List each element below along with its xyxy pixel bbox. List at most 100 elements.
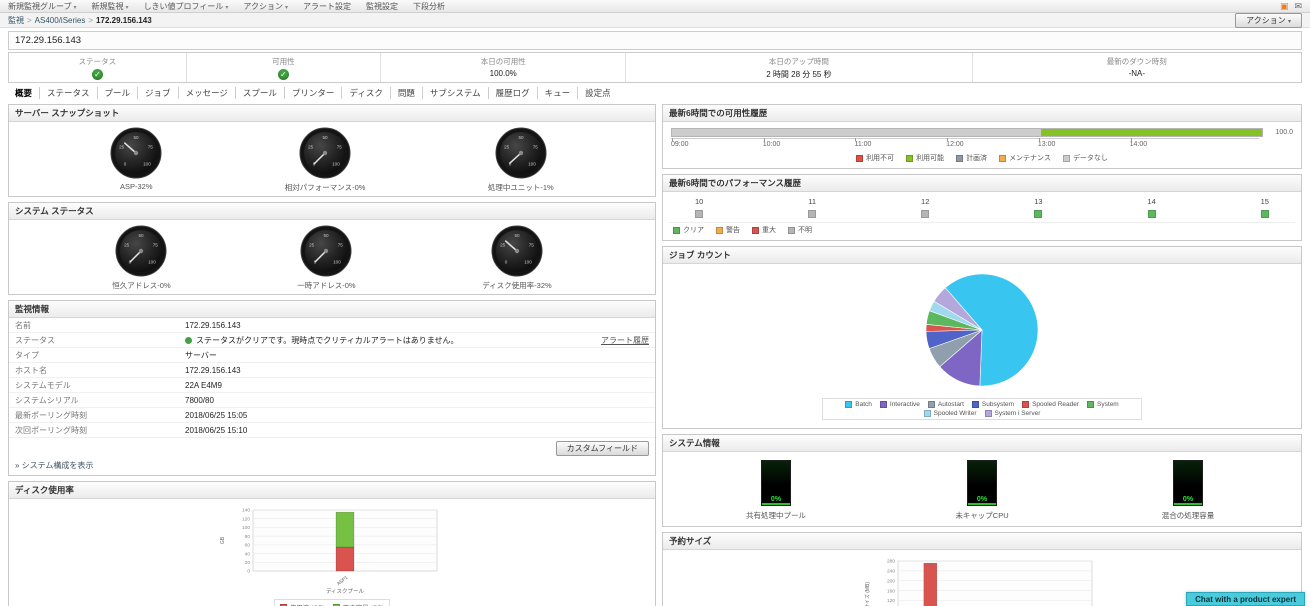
tab-6[interactable]: プリンター <box>285 87 343 99</box>
svg-text:サイズ (MB): サイズ (MB) <box>864 582 871 606</box>
svg-text:50: 50 <box>324 233 330 238</box>
feedback-icon[interactable]: ▣ <box>1279 0 1289 11</box>
tab-10[interactable]: 履歴ログ <box>489 87 538 99</box>
availability-legend-item: 利用不可 <box>856 153 894 163</box>
menu-item-0[interactable]: 新規監視グループ ▾ <box>8 1 77 11</box>
tab-0[interactable]: 概要 <box>8 87 41 99</box>
breadcrumb-row: 監視 > AS400/iSeries >172.29.156.143 アクション ▾ <box>0 12 1310 28</box>
legend-swatch <box>1087 401 1095 408</box>
menu-item-1[interactable]: 新規監視 ▾ <box>91 1 129 11</box>
tab-1[interactable]: ステータス <box>40 87 98 99</box>
job-count-legend-item: System <box>1087 401 1119 408</box>
job-count-legend-item: Autostart <box>927 401 964 408</box>
perf-hour-label: 15 <box>1260 197 1269 206</box>
panel-monitor-info: 監視情報 名前 172.29.156.143 ステータス ステータスがクリアです。現時… <box>8 300 656 476</box>
status-cell-1: 可用性 ✓ <box>187 53 382 82</box>
chevron-down-icon: ▾ <box>225 4 229 11</box>
tab-8[interactable]: 問題 <box>391 87 423 99</box>
tab-bar: 概要 ステータス プール ジョブ メッセージ スプール プリンター ディスク 問題 サブシステム履… <box>8 87 1302 99</box>
status-cell-label: 可用性 <box>272 57 295 66</box>
svg-text:100: 100 <box>524 260 532 265</box>
legend-swatch <box>673 226 680 234</box>
menu-item-5[interactable]: 監視設定 <box>366 1 399 11</box>
breadcrumb-item-1[interactable]: AS400/iSeries <box>34 15 86 25</box>
svg-text:50: 50 <box>134 135 140 140</box>
info-row-label: システムシリアル <box>15 395 79 405</box>
level-label: 混合の処理容量 <box>1161 511 1215 520</box>
status-cell-value: 100.0% <box>489 69 517 78</box>
availability-track <box>671 128 1263 137</box>
legend-swatch <box>332 603 340 606</box>
legend-swatch <box>845 401 853 408</box>
availability-legend-item: メンテナンス <box>999 153 1051 163</box>
info-row-4: システムモデル 22A E4M9 <box>9 378 655 393</box>
availability-legend: 利用不可 利用可能 計画済 メンテナンス データなし <box>663 151 1301 168</box>
tab-3[interactable]: ジョブ <box>138 87 179 99</box>
tab-9[interactable]: サブシステム <box>423 87 489 99</box>
svg-text:25: 25 <box>504 145 510 150</box>
tab-12[interactable]: 設定点 <box>585 88 611 98</box>
menu-item-2[interactable]: しきい値プロフィール ▾ <box>143 1 229 11</box>
svg-text:100: 100 <box>143 162 151 167</box>
perf-point-14: 14 <box>1147 197 1156 220</box>
perf-point-10: 10 <box>695 197 703 220</box>
system-info-bars: 0% 共有処理中プール 0% 未キャップCPU 0% 混合の処理容量 <box>663 452 1301 526</box>
chat-widget-label: Chat with a product expert <box>1195 595 1296 604</box>
top-icons: ▣ ✉ <box>1279 0 1302 11</box>
chat-widget[interactable]: Chat with a product expert <box>1186 592 1305 606</box>
level-label: 共有処理中プール <box>745 511 806 520</box>
tab-5[interactable]: スプール <box>236 87 285 99</box>
system-status-gauges: 0 25 50 75 100 恒久アドレス-0% 0 25 50 75 100 一時アドレス-0% 0 2… <box>9 220 655 294</box>
breadcrumb-item-0[interactable]: 監視 <box>8 15 24 25</box>
custom-field-button[interactable]: カスタムフィールド <box>555 441 649 456</box>
legend-swatch <box>856 154 864 162</box>
action-button[interactable]: アクション ▾ <box>1235 12 1302 28</box>
tab-4[interactable]: メッセージ <box>179 87 236 99</box>
job-count-pie-svg <box>925 273 1039 387</box>
level-value: 0% <box>770 496 782 503</box>
perf-point-13: 13 <box>1034 197 1043 220</box>
svg-text:75: 75 <box>338 243 344 248</box>
info-row-2: タイプ サーバー <box>9 348 655 363</box>
legend-swatch <box>788 226 795 234</box>
info-row-value: 172.29.156.143 <box>185 321 649 330</box>
tab-2[interactable]: プール <box>98 87 139 99</box>
show-system-config-link[interactable]: » システム構成を表示 <box>15 461 94 470</box>
svg-text:0: 0 <box>124 162 127 167</box>
action-button-label: アクション <box>1246 15 1286 25</box>
level-label: 未キャップCPU <box>955 511 1009 520</box>
level-bar-graphic: 0% <box>760 460 791 506</box>
info-row-label: システムモデル <box>15 380 71 390</box>
svg-text:50: 50 <box>323 135 329 140</box>
panel-job-count: ジョブ カウント Batch Interactive Autostart Subsys… <box>662 246 1302 429</box>
gauge-label: ASP-32% <box>119 182 153 191</box>
panel-title-reserved-size: 予約サイズ <box>663 533 1301 550</box>
menu-item-6[interactable]: 下段分析 <box>413 1 446 11</box>
status-cell-label: 本日のアップ時間 <box>768 57 829 66</box>
availability-end-value: 100.0 <box>1275 129 1293 136</box>
info-row-value: ステータスがクリアです。現時点でクリティカルアラートはありません。 アラート履歴 <box>185 335 649 346</box>
gauge-dial: 0 25 50 75 100 <box>495 127 547 179</box>
svg-text:ASP1: ASP1 <box>336 575 350 587</box>
breadcrumb-separator: > <box>27 15 32 25</box>
status-ok-icon: ✓ <box>277 69 289 80</box>
top-menus: 新規監視グループ ▾ 新規監視 ▾ しきい値プロフィール ▾ アクション ▾ アラート設定 監視設… <box>8 1 445 12</box>
availability-segment-データなし <box>672 129 1041 136</box>
menu-item-3[interactable]: アクション ▾ <box>243 1 289 11</box>
legend-label: クリア <box>683 227 704 234</box>
axis-tick-10:00: 10:00 <box>762 138 781 148</box>
menu-item-4[interactable]: アラート設定 <box>303 1 352 11</box>
performance-strip: 10 11 12 13 14 15 <box>669 192 1295 223</box>
mail-icon[interactable]: ✉ <box>1294 0 1302 11</box>
svg-text:60: 60 <box>245 543 251 549</box>
status-ok-icon: ✓ <box>91 69 103 80</box>
alert-history-link[interactable]: アラート履歴 <box>601 335 649 345</box>
top-menu-bar: 新規監視グループ ▾ 新規監視 ▾ しきい値プロフィール ▾ アクション ▾ アラート設定 監視設… <box>0 0 1310 13</box>
level-fill <box>967 503 996 505</box>
tab-11[interactable]: キュー <box>538 87 579 99</box>
chevron-down-icon: ▾ <box>1287 18 1291 25</box>
info-row-value: 2018/06/25 15:05 <box>185 411 649 420</box>
svg-text:100: 100 <box>149 260 157 265</box>
legend-swatch <box>1062 154 1070 162</box>
tab-7[interactable]: ディスク <box>342 87 391 99</box>
